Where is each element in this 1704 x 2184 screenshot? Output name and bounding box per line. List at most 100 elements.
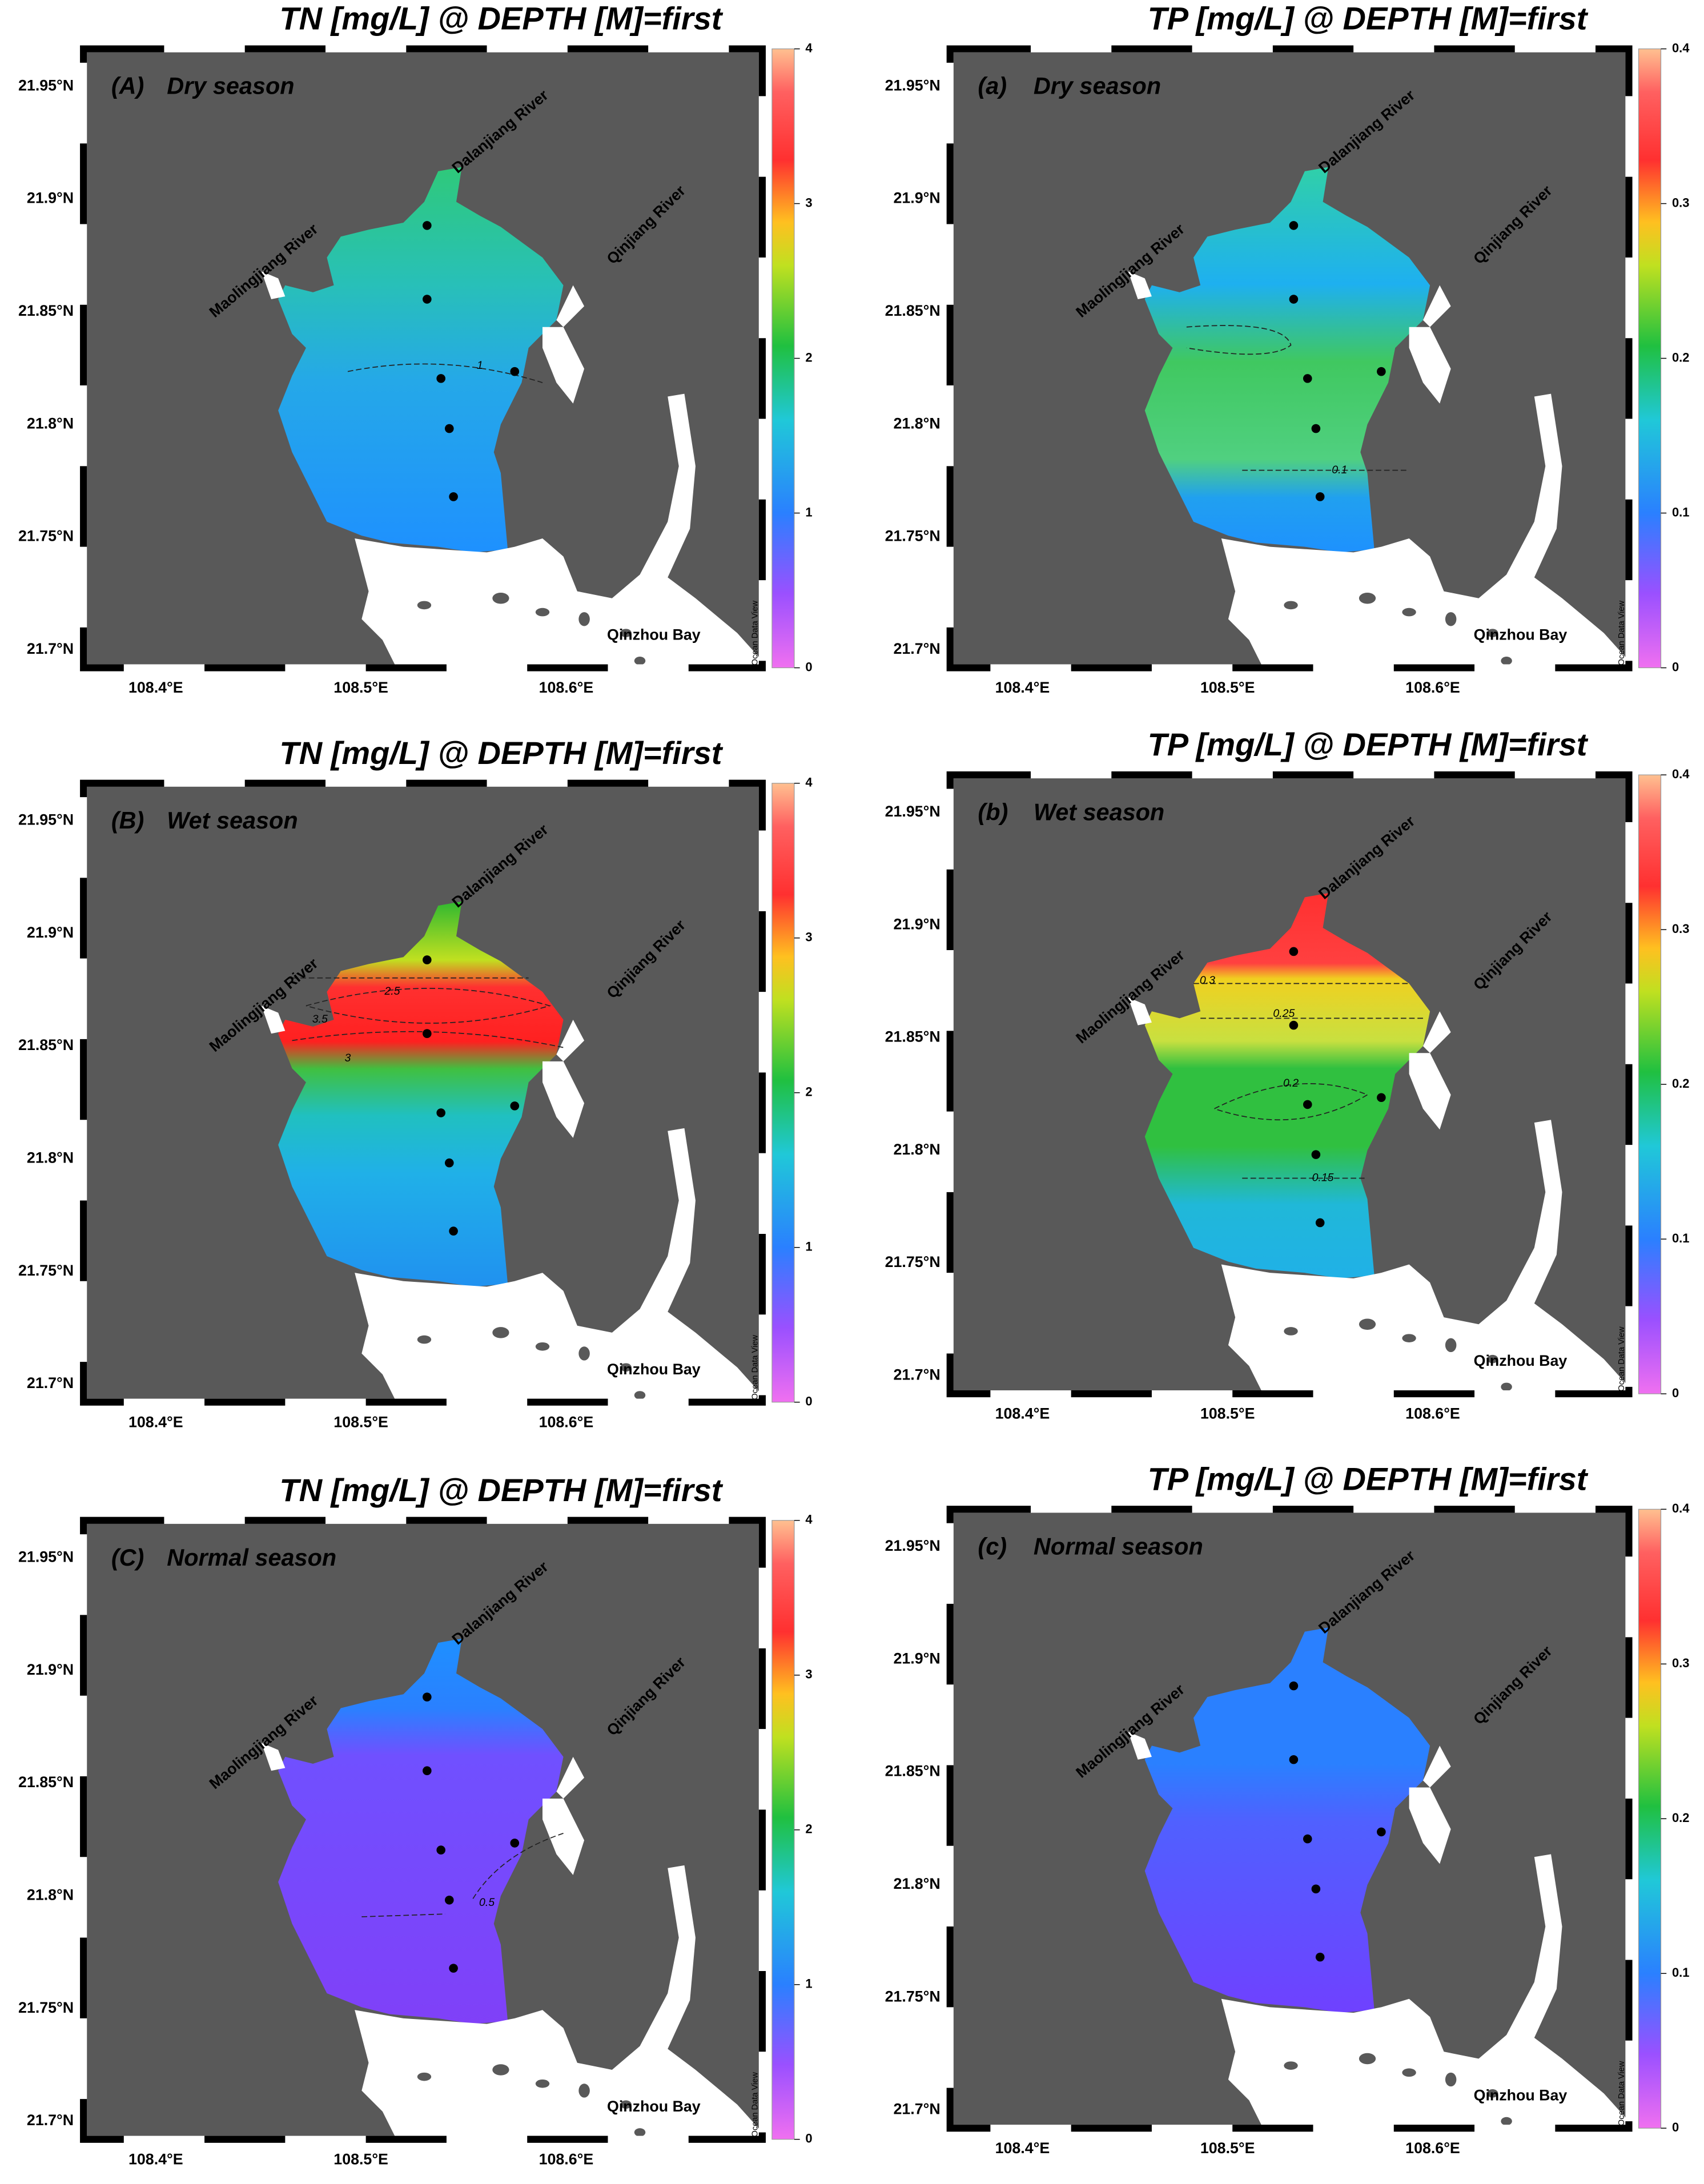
land-water-mask [556,1019,585,1061]
map-panel: TP [mg/L] @ DEPTH [M]=first (c) Normal sea… [885,1461,1690,2157]
lat-tick-label: 21.75°N [885,528,941,545]
lat-tick-label: 21.85°N [18,302,74,319]
colorbar-tick-label: 0 [805,1394,812,1409]
island [1486,2089,1498,2098]
lat-tick-label: 21.85°N [885,302,941,319]
panel-label: (C) [111,1545,144,1571]
lon-tick-label: 108.5°E [1200,1405,1255,1422]
colorbar-tick-label: 3 [805,930,812,944]
watermark: Ocean Data View [1617,1326,1626,1391]
contour-label: 0.3 [1200,974,1215,987]
lat-tick-label: 21.85°N [18,1036,74,1053]
land-water-mask [1221,1854,1629,2129]
station [423,955,432,964]
watermark: Ocean Data View [1617,600,1626,665]
season-label: Normal season [167,1545,336,1571]
frame-dashes [80,1517,766,2143]
land-water-mask [1422,1745,1451,1788]
station [1289,947,1299,956]
land-water-mask [556,1756,585,1799]
station [449,1964,458,1973]
lat-tick-label: 21.95°N [18,1548,74,1566]
land-water-mask [355,1128,762,1402]
panel-title: TN [mg/L] @ DEPTH [M]=first [279,1472,723,1508]
island [1486,629,1498,637]
contour-label: 0.1 [1332,464,1347,476]
station [423,1766,432,1776]
island [492,593,509,604]
colorbar [1638,1509,1662,2129]
estuary-field [278,1638,564,2024]
lat-tick-label: 21.9°N [27,1661,74,1678]
panel-title: TP [mg/L] @ DEPTH [M]=first [1148,726,1589,762]
land-water-mask [1128,997,1152,1025]
bay-label: Qinzhou Bay [607,2098,701,2115]
lat-tick-label: 21.75°N [18,1262,74,1279]
lat-tick-label: 21.7°N [893,1366,940,1383]
panel-label: (a) [978,73,1007,99]
lat-tick-label: 21.95°N [18,77,74,94]
lat-tick-label: 21.85°N [18,1773,74,1791]
island [578,2084,590,2098]
island [1402,1334,1416,1342]
lon-tick-label: 108.6°E [1405,679,1460,696]
lon-tick-label: 108.5°E [1200,2139,1255,2157]
colorbar-tick-label: 1 [805,1240,812,1254]
lat-tick-label: 21.7°N [893,640,940,657]
panel-label: (b) [978,799,1008,825]
lat-tick-label: 21.9°N [893,915,940,932]
station [423,1692,432,1702]
lon-tick-label: 108.6°E [1405,1405,1460,1422]
station [510,1839,520,1848]
lon-tick-label: 108.4°E [995,679,1050,696]
land-water-mask [556,285,585,327]
station [1303,1834,1312,1844]
frame-dashes [80,45,766,671]
land-water-mask [355,1865,762,2139]
lat-tick-label: 21.95°N [885,1537,941,1554]
island [1402,2068,1416,2077]
station [1377,1093,1386,1103]
lon-tick-label: 108.6°E [539,2150,594,2167]
station [1311,424,1321,433]
lon-tick-label: 108.6°E [539,679,594,696]
land-water-mask [1128,271,1152,300]
colorbar [1638,774,1662,1394]
island [1284,2061,1298,2070]
land-water-mask [355,393,762,668]
land-water-mask [1221,1120,1629,1394]
lat-tick-label: 21.9°N [27,924,74,941]
colorbar-tick-label: 0.3 [1672,195,1689,210]
lat-tick-label: 21.9°N [27,190,74,207]
colorbar-tick-label: 3 [805,195,812,210]
station [423,295,432,304]
land-water-mask [542,1061,585,1138]
bay-label: Qinzhou Bay [1474,626,1568,643]
panel-label: (c) [978,1533,1007,1559]
land-water-mask [261,1743,286,1771]
station [1311,1884,1321,1894]
station [1311,1150,1321,1159]
lat-tick-label: 21.8°N [27,415,74,432]
colorbar-tick-label: 1 [805,1977,812,1991]
lat-tick-label: 21.95°N [885,77,941,94]
map-panel: TP [mg/L] @ DEPTH [M]=first 0.1 (a) Dry sea… [885,1,1690,697]
panel-title: TP [mg/L] @ DEPTH [M]=first [1148,1461,1589,1497]
lat-tick-label: 21.95°N [18,811,74,828]
lat-tick-label: 21.75°N [18,528,74,545]
colorbar-tick-label: 0.1 [1672,1231,1689,1245]
station [1289,221,1299,230]
contour-line [1214,1083,1369,1121]
island [1445,612,1457,626]
station [423,1029,432,1038]
lat-tick-label: 21.85°N [885,1028,941,1045]
bay-label: Qinzhou Bay [607,1361,701,1378]
colorbar-tick-label: 2 [805,350,812,364]
station [445,1895,454,1905]
frame-dashes [946,1506,1633,2132]
colorbar-tick-label: 2 [805,1822,812,1836]
land-water-mask [542,327,585,404]
lat-tick-label: 21.8°N [27,1887,74,1904]
island [535,608,550,617]
